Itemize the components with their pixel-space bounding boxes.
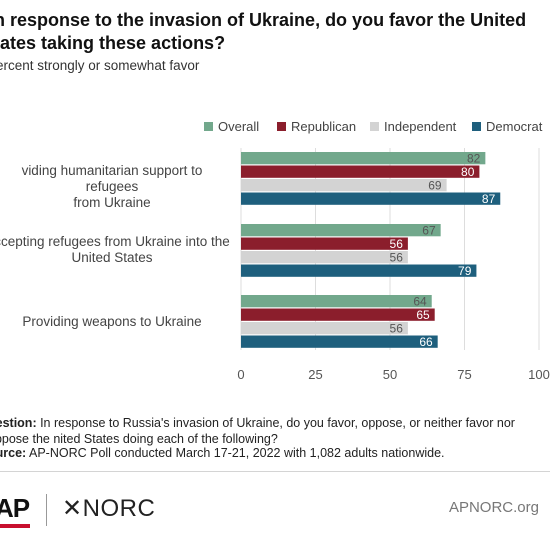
bar-republican-1 <box>241 237 408 250</box>
x-tick-label-75: 75 <box>457 367 471 382</box>
bar-overall-1 <box>241 224 441 237</box>
data-label-independent-2: 56 <box>390 321 404 335</box>
legend-swatch-republican <box>277 122 286 131</box>
category-label-weapons: Providing weapons to Ukraine <box>22 314 202 329</box>
ap-logo: AP <box>0 493 30 523</box>
legend-label-republican: Republican <box>291 119 357 134</box>
bar-republican-2 <box>241 308 435 321</box>
source-note: ource: AP-NORC Poll conducted March 17-2… <box>0 445 550 461</box>
chart-title: n response to the invasion of Ukraine, d… <box>0 10 527 53</box>
x-tick-label-100: 100 <box>528 367 550 382</box>
data-label-republican-0: 80 <box>461 165 475 179</box>
data-label-republican-2: 65 <box>416 308 430 322</box>
data-label-independent-0: 69 <box>428 178 442 192</box>
ap-logo-underline <box>0 524 30 528</box>
data-label-republican-1: 56 <box>390 237 404 251</box>
bar-independent-1 <box>241 251 408 264</box>
category-label-humanitarian: viding humanitarian support to refugees … <box>21 163 203 210</box>
bar-democrat-2 <box>241 335 438 348</box>
data-label-democrat-2: 66 <box>419 335 433 349</box>
data-label-independent-1: 56 <box>390 250 404 264</box>
x-tick-label-50: 50 <box>383 367 397 382</box>
data-label-democrat-0: 87 <box>482 192 496 206</box>
bar-republican-0 <box>241 165 480 178</box>
logo-divider <box>46 494 47 526</box>
source-label: ource: <box>0 446 27 460</box>
data-label-overall-2: 64 <box>413 294 427 308</box>
legend-label-democrat: Democrat <box>486 119 543 134</box>
norc-logo: ✕NORC <box>62 495 156 522</box>
chart-subtitle: ercent strongly or somewhat favor <box>0 58 200 73</box>
source-text: AP-NORC Poll conducted March 17-21, 2022… <box>26 446 445 460</box>
x-tick-label-25: 25 <box>308 367 322 382</box>
legend-item-overall: Overall <box>204 119 259 134</box>
bar-independent-0 <box>241 179 447 192</box>
bar-independent-2 <box>241 322 408 335</box>
question-text: In response to Russia's invasion of Ukra… <box>0 416 515 446</box>
bar-democrat-1 <box>241 264 477 277</box>
legend-item-democrat: Democrat <box>472 119 542 134</box>
data-label-democrat-1: 79 <box>458 264 472 278</box>
question-note: uestion: In response to Russia's invasio… <box>0 415 550 447</box>
legend-label-independent: Independent <box>384 119 457 134</box>
footer-divider <box>0 471 550 472</box>
category-label-accepting-refugees: ccepting refugees from Ukraine into the … <box>0 234 230 265</box>
x-tick-label-0: 0 <box>237 367 244 382</box>
legend: Overall Republican Independent Democrat <box>0 119 550 135</box>
data-label-overall-0: 82 <box>467 151 481 165</box>
legend-label-overall: Overall <box>218 119 260 134</box>
bar-overall-0 <box>241 152 486 165</box>
legend-item-independent: Independent <box>370 119 456 134</box>
question-label: uestion: <box>0 416 37 430</box>
legend-item-republican: Republican <box>277 119 356 134</box>
legend-swatch-democrat <box>472 122 481 131</box>
bar-democrat-0 <box>241 192 501 205</box>
legend-swatch-overall <box>204 122 213 131</box>
bar-overall-2 <box>241 295 432 308</box>
legend-swatch-independent <box>370 122 379 131</box>
site-url[interactable]: APNORC.org <box>448 499 539 516</box>
data-label-overall-1: 67 <box>422 223 436 237</box>
